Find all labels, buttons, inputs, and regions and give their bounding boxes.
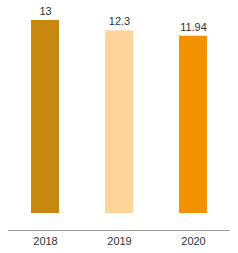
- svg-text:2020: 2020: [181, 235, 205, 247]
- svg-text:2018: 2018: [33, 235, 57, 247]
- svg-text:2019: 2019: [107, 235, 131, 247]
- svg-text:11.94: 11.94: [180, 21, 207, 33]
- svg-text:13: 13: [39, 5, 51, 17]
- svg-text:12.3: 12.3: [109, 15, 130, 27]
